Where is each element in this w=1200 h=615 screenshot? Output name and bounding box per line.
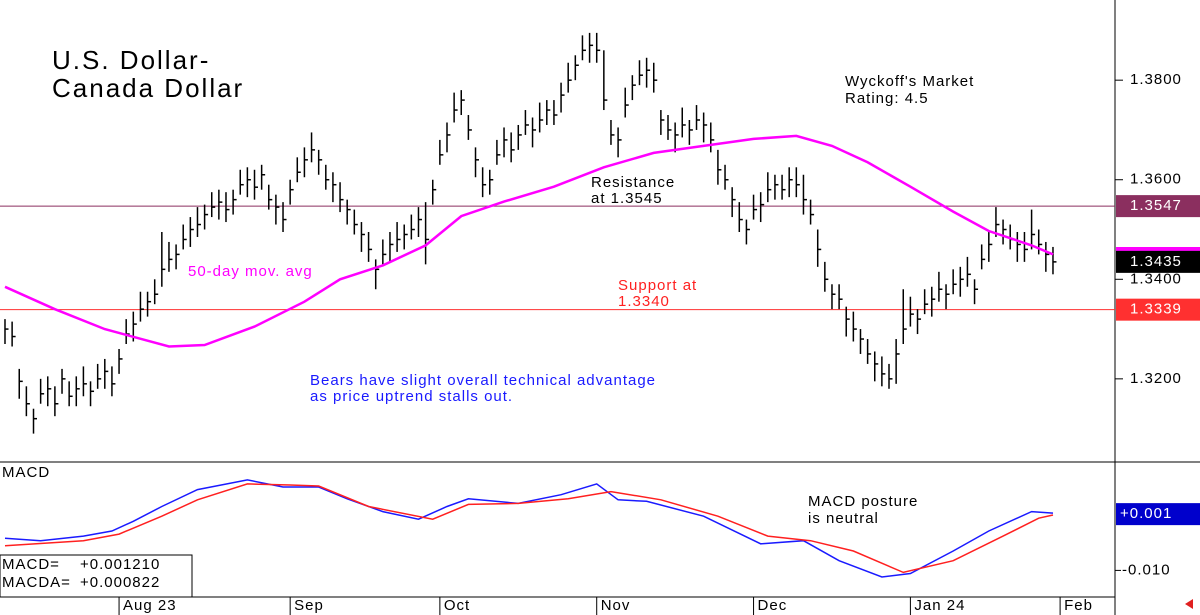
last-price-box [1116, 250, 1200, 273]
chart-title: Canada Dollar [52, 73, 244, 103]
level-note: Support at [618, 277, 697, 294]
comment: as price uptrend stalls out. [310, 388, 513, 405]
y-tick-label: 1.3600 [1130, 171, 1182, 188]
rating-note: Wyckoff's Market [845, 73, 974, 90]
macd-line [4, 483, 1054, 574]
moving-average [4, 134, 1054, 348]
y-tick-label: 1.3800 [1130, 71, 1182, 88]
macd-note: is neutral [808, 510, 879, 527]
macd-line [4, 479, 1054, 578]
level-box [1116, 298, 1200, 321]
readout-value: +0.000822 [80, 574, 160, 591]
moving-average-label: 50-day mov. avg [188, 263, 313, 280]
level-note: at 1.3545 [591, 190, 663, 207]
readout-box [0, 554, 193, 598]
x-tick-label: Nov [601, 597, 631, 614]
macd-note: MACD posture [808, 493, 918, 510]
x-tick-label: Jan 24 [914, 597, 965, 614]
x-tick-label: Oct [444, 597, 470, 614]
readout-name: MACD= [2, 556, 60, 573]
rating-note: Rating: 4.5 [845, 90, 929, 107]
level-note: Resistance [591, 174, 675, 191]
panel-title: MACD [2, 464, 50, 481]
level-label: 1.3339 [1130, 301, 1182, 318]
current-label: +0.001 [1120, 505, 1172, 522]
y-tick-label: 1.3200 [1130, 370, 1182, 387]
level-label: 1.3547 [1130, 197, 1182, 214]
x-tick-label: Dec [758, 597, 788, 614]
level-note: 1.3340 [618, 293, 670, 310]
scroll-arrow [1185, 599, 1193, 609]
x-tick-label: Aug 23 [123, 597, 177, 614]
current-box [1116, 503, 1200, 526]
y-tick-label: -0.010 [1122, 561, 1171, 578]
last-price-label: 1.3435 [1130, 253, 1182, 270]
chart-title: U.S. Dollar- [52, 45, 210, 75]
y-tick-label: 1.3400 [1130, 270, 1182, 287]
readout-value: +0.001210 [80, 556, 160, 573]
comment: Bears have slight overall technical adva… [310, 372, 656, 389]
x-tick-label: Feb [1064, 597, 1093, 614]
readout-name: MACDA= [2, 574, 71, 591]
x-tick-label: Sep [294, 597, 324, 614]
level-box [1116, 195, 1200, 218]
